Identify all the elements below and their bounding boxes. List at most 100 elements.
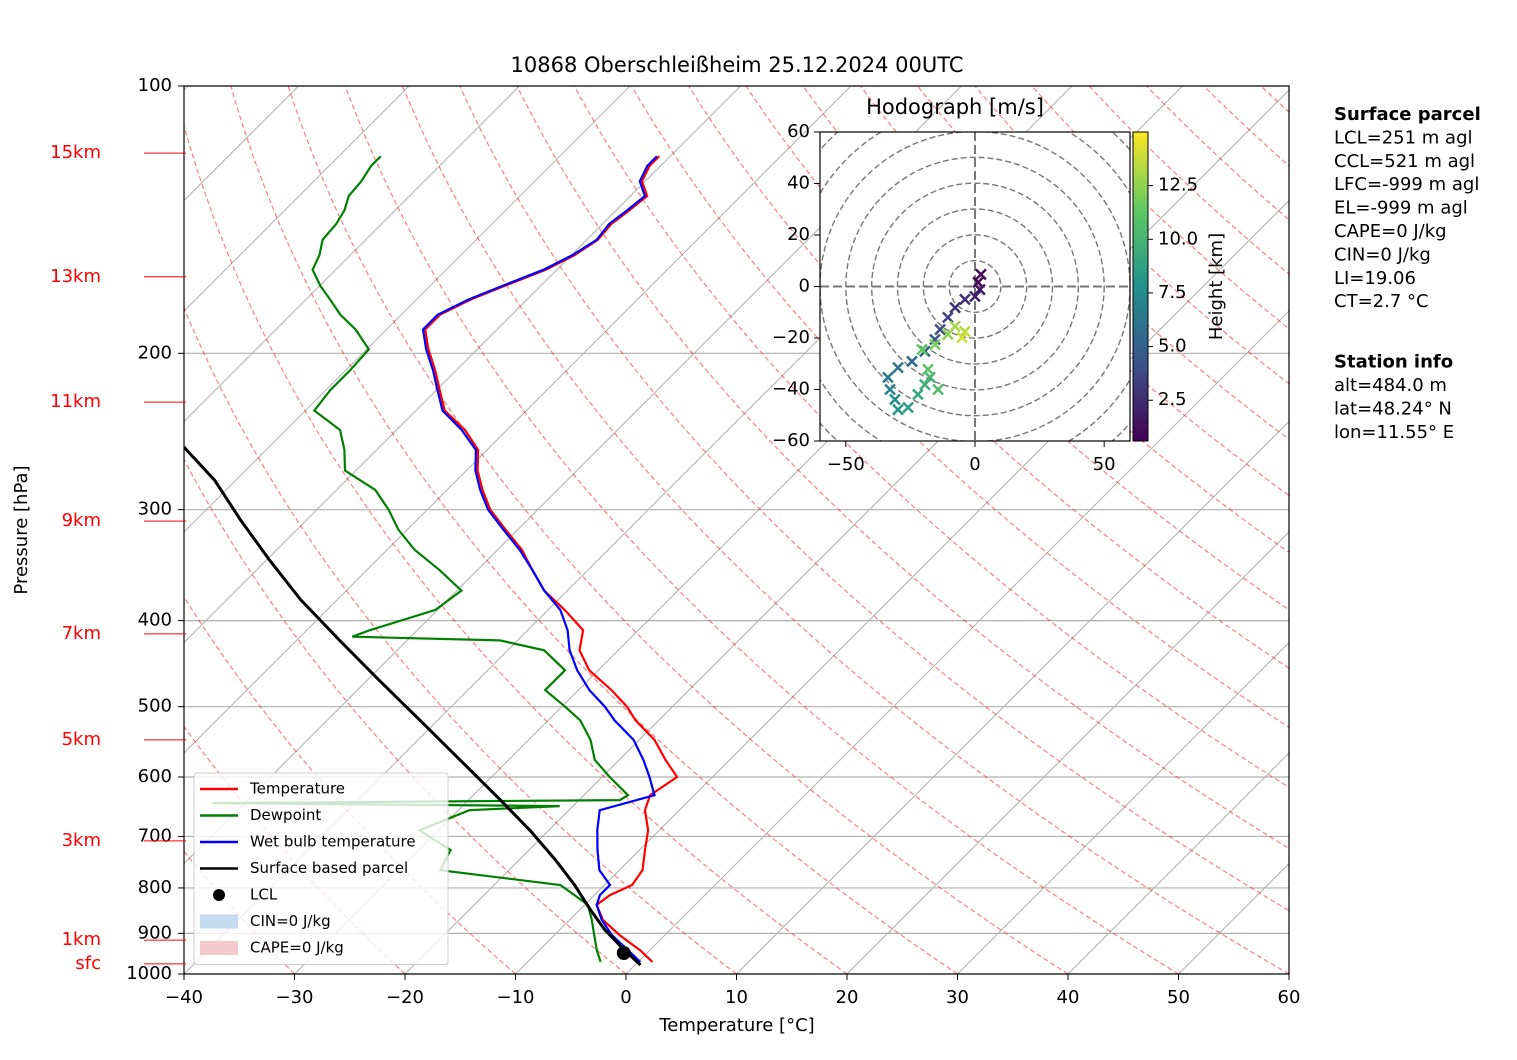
info-line: lat=48.24° N xyxy=(1334,398,1452,419)
dry-adiabat xyxy=(230,86,958,974)
wind-marker xyxy=(949,301,961,314)
dry-adiabat xyxy=(401,86,1289,974)
legend-label: Wet bulb temperature xyxy=(250,833,416,851)
speed-ring xyxy=(948,259,1002,314)
wind-marker xyxy=(959,293,971,306)
x-tick-label: −20 xyxy=(386,987,424,1008)
height-label: 13km xyxy=(50,266,101,287)
colorbar-tick-label: 12.5 xyxy=(1158,175,1198,196)
legend-swatch xyxy=(200,941,238,955)
wind-marker xyxy=(892,361,904,374)
dry-adiabat xyxy=(1376,86,1517,974)
legend-swatch xyxy=(213,889,225,901)
info-title: Surface parcel xyxy=(1334,104,1481,125)
y-tick-label: 60 xyxy=(787,121,810,142)
info-line: lon=11.55° E xyxy=(1334,422,1454,443)
speed-ring xyxy=(896,208,1054,365)
isotherm xyxy=(184,86,631,533)
wind-marker xyxy=(884,383,896,396)
wind-marker xyxy=(912,388,924,401)
legend-swatch xyxy=(200,914,238,929)
legend-label: CIN=0 J/kg xyxy=(250,912,331,930)
profile-line xyxy=(184,445,642,967)
x-tick-label: −30 xyxy=(276,987,314,1008)
x-tick-label: 10 xyxy=(725,987,748,1008)
x-tick-label: −10 xyxy=(497,987,535,1008)
y-tick-label: 600 xyxy=(138,766,172,787)
colorbar-label: Height [km] xyxy=(1206,233,1227,340)
wind-marker xyxy=(906,355,918,368)
dry-adiabat xyxy=(344,86,1179,974)
y-tick-label: −20 xyxy=(772,327,810,348)
legend-label: Dewpoint xyxy=(250,806,321,824)
dry-adiabat xyxy=(573,86,1289,789)
dry-adiabat xyxy=(459,86,1289,912)
height-label: 3km xyxy=(62,830,101,851)
y-tick-label: 500 xyxy=(138,696,172,717)
wind-marker xyxy=(949,320,961,333)
y-tick-label: 100 xyxy=(138,75,172,96)
height-label: 15km xyxy=(50,142,101,163)
info-line: CCL=521 m agl xyxy=(1334,151,1475,172)
colorbar-tick-label: 7.5 xyxy=(1158,282,1187,303)
info-line: CT=2.7 °C xyxy=(1334,291,1429,312)
y-tick-label: 200 xyxy=(138,342,172,363)
dry-adiabat xyxy=(1203,86,1289,167)
wind-marker xyxy=(929,333,941,346)
x-tick-label: 50 xyxy=(1167,987,1190,1008)
height-label: 5km xyxy=(62,729,101,750)
wind-marker xyxy=(892,403,904,416)
chart-title: 10868 Oberschleißheim 25.12.2024 00UTC xyxy=(511,53,964,77)
speed-ring xyxy=(922,234,1028,339)
lcl-point xyxy=(616,945,631,960)
x-tick-label: 30 xyxy=(946,987,969,1008)
wind-marker xyxy=(975,268,987,281)
wind-marker xyxy=(902,401,914,414)
dry-adiabat xyxy=(1490,86,1517,974)
isotherm xyxy=(625,310,1289,974)
isotherm xyxy=(957,641,1289,974)
isotherm xyxy=(1288,973,1289,974)
y-tick-label: 700 xyxy=(138,825,172,846)
isotherm xyxy=(515,199,1289,974)
dry-adiabat xyxy=(688,86,1289,669)
dry-adiabat xyxy=(1260,86,1289,113)
colorbar xyxy=(1132,131,1149,442)
profile-line xyxy=(421,155,658,963)
info-line: LFC=-999 m agl xyxy=(1334,174,1479,195)
isotherm xyxy=(184,86,852,754)
info-line: CIN=0 J/kg xyxy=(1334,244,1431,265)
wind-marker xyxy=(916,343,928,356)
isotherm xyxy=(184,86,741,644)
y-tick-label: 0 xyxy=(799,276,810,297)
profile-line xyxy=(424,155,679,963)
hodograph-title: Hodograph [m/s] xyxy=(866,95,1044,119)
info-line: CAPE=0 J/kg xyxy=(1334,221,1447,242)
isotherm xyxy=(1178,862,1289,974)
height-label: sfc xyxy=(75,953,101,974)
dry-adiabat xyxy=(1088,86,1289,275)
y-axis-label: Pressure [hPa] xyxy=(11,465,32,594)
height-label: 9km xyxy=(62,510,101,531)
wind-marker xyxy=(932,383,944,396)
dry-adiabat xyxy=(1433,86,1517,974)
x-tick-label: 60 xyxy=(1278,987,1301,1008)
speed-ring xyxy=(845,156,1105,417)
x-tick-label: 40 xyxy=(1057,987,1080,1008)
height-label: 1km xyxy=(62,929,101,950)
x-tick-label: −50 xyxy=(827,454,865,475)
y-tick-label: 400 xyxy=(138,610,172,631)
wind-marker xyxy=(969,290,981,303)
wind-marker xyxy=(924,371,936,384)
y-tick-label: 300 xyxy=(138,499,172,520)
info-line: LI=19.06 xyxy=(1334,268,1416,289)
info-line: LCL=251 m agl xyxy=(1334,127,1473,148)
wind-marker xyxy=(918,378,931,391)
dry-adiabat xyxy=(630,86,1289,729)
height-label: 11km xyxy=(50,391,101,412)
x-axis-label: Temperature [°C] xyxy=(658,1015,814,1036)
dry-adiabat xyxy=(184,123,848,974)
wind-marker xyxy=(922,363,934,376)
speed-ring xyxy=(870,182,1080,391)
x-tick-label: 0 xyxy=(969,454,980,475)
